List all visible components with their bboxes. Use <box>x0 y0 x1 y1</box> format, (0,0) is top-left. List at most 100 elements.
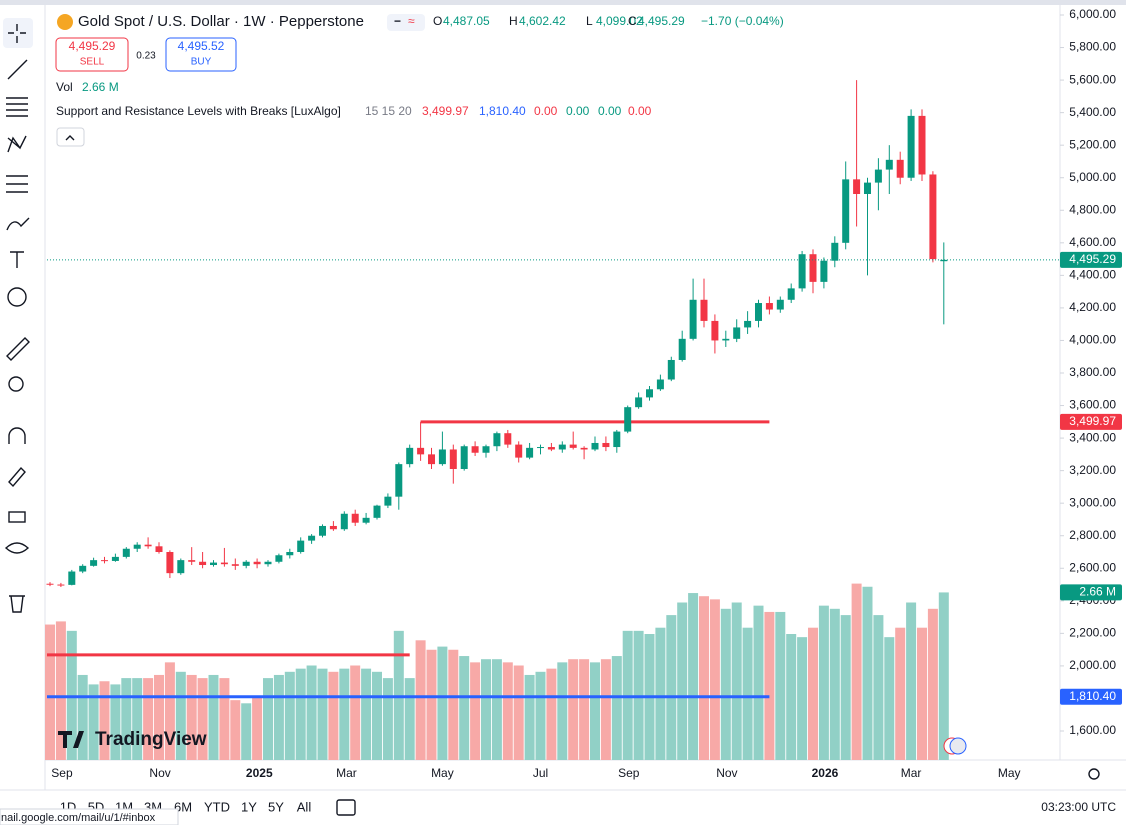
candle-body <box>57 584 65 586</box>
volume-bar <box>273 674 284 760</box>
x-tick-label: Nov <box>716 766 737 780</box>
candle-body <box>471 446 479 453</box>
emoji-icon[interactable] <box>7 287 27 307</box>
settings-icon[interactable] <box>1088 768 1100 780</box>
volume-bar <box>742 627 753 760</box>
y-tick-label: 2,800.00 <box>1069 528 1116 542</box>
candle-body <box>493 433 501 447</box>
y-tick-label: 4,200.00 <box>1069 300 1116 314</box>
symbol-title[interactable]: Gold Spot / U.S. Dollar · 1W · Peppersto… <box>78 13 364 30</box>
volume-bar <box>797 637 808 760</box>
indicator-name[interactable]: Support and Resistance Levels with Break… <box>56 104 341 118</box>
y-tick-label: 4,600.00 <box>1069 235 1116 249</box>
candle-body <box>297 540 305 552</box>
candle-body <box>188 560 196 562</box>
candle-body <box>853 179 861 194</box>
sell-label: SELL <box>80 57 105 68</box>
range-button[interactable]: 1Y <box>241 799 257 814</box>
candle-body <box>733 327 741 339</box>
candle-body <box>918 115 926 175</box>
buy-button[interactable] <box>165 37 237 72</box>
volume-bar <box>88 684 99 760</box>
candle-body <box>253 561 261 565</box>
indicator-value: 0.00 <box>598 104 622 118</box>
lock-icon[interactable] <box>8 511 26 523</box>
change: −1.70 (−0.04%) <box>701 14 784 28</box>
candle-body <box>286 552 294 556</box>
candle-body <box>765 303 773 310</box>
candle-body <box>558 444 566 450</box>
magnet-icon[interactable] <box>8 427 26 444</box>
candle-body <box>885 159 893 170</box>
top-edge <box>0 0 1126 5</box>
candle-body <box>744 320 752 328</box>
volume-bar <box>873 615 884 760</box>
plot-area: 6,000.00 5,800.00 5,600.00 5,400.00 5,200.00… <box>45 7 1122 780</box>
indicator-value: 0.00 <box>628 104 652 118</box>
volume-bar <box>132 678 143 760</box>
candle-body <box>602 442 610 448</box>
volume-bar <box>600 659 611 760</box>
date-range-icon[interactable] <box>336 799 356 816</box>
tv-logo-mark <box>58 731 84 748</box>
eye-icon[interactable] <box>4 542 30 554</box>
volume-bar <box>459 656 470 760</box>
trendline-icon[interactable] <box>7 59 28 80</box>
ruler-icon[interactable] <box>6 337 30 361</box>
y-tick-label: 2,200.00 <box>1069 626 1116 640</box>
candle-body <box>460 446 468 470</box>
event-marker-flag[interactable] <box>949 737 967 755</box>
y-tick-label: 5,200.00 <box>1069 137 1116 151</box>
indicator-params: 15 15 20 <box>365 104 412 118</box>
candle-body <box>155 546 163 552</box>
volume-bar <box>829 608 840 760</box>
volume-bar <box>230 700 241 760</box>
trash-icon[interactable] <box>9 595 25 613</box>
crosshair-button[interactable] <box>3 18 33 48</box>
volume-bar <box>219 678 230 760</box>
indicator-values: 3,499.97 1,810.40 0.00 0.00 0.00 0.00 <box>422 104 652 118</box>
candle-body <box>831 242 839 261</box>
text-icon[interactable] <box>10 251 24 268</box>
symbol-logo <box>57 14 73 30</box>
buy-price: 4,495.52 <box>178 39 225 53</box>
y-tick-label: 3,000.00 <box>1069 495 1116 509</box>
level-tag: 1,810.40 <box>1069 689 1116 703</box>
candle-body <box>351 513 359 523</box>
volume-bar <box>448 649 459 760</box>
candle-body <box>144 544 152 547</box>
range-button[interactable]: 5Y <box>268 799 284 814</box>
range-button[interactable]: All <box>297 799 312 814</box>
volume-bar <box>45 624 55 760</box>
range-button[interactable]: YTD <box>204 799 230 814</box>
volume-bar <box>611 656 622 760</box>
candle-body <box>275 555 283 562</box>
volume-bar <box>917 627 927 760</box>
status-badge[interactable] <box>387 14 425 31</box>
volume-bar <box>688 593 699 760</box>
last-price-tag: 4,495.29 <box>1069 252 1116 266</box>
brush-icon[interactable] <box>6 217 30 231</box>
fib-icon[interactable] <box>6 97 28 117</box>
volume-bar <box>906 602 917 760</box>
prediction-icon[interactable] <box>6 175 28 193</box>
zoom-icon[interactable] <box>8 376 24 392</box>
candle-body <box>526 447 534 458</box>
volume-bar <box>208 674 219 760</box>
volume-bar <box>731 602 742 760</box>
ohlc-value: 4,602.42 <box>519 14 566 28</box>
lock-draw-icon[interactable] <box>8 466 26 488</box>
volume-bar <box>851 583 862 760</box>
candle-body <box>711 320 719 341</box>
candle-body <box>101 560 108 562</box>
sell-button[interactable] <box>55 37 129 72</box>
pattern-icon[interactable] <box>7 135 27 153</box>
candle-body <box>776 299 784 310</box>
volume-bar <box>568 659 579 760</box>
candle-body <box>68 571 76 585</box>
badge-approx: ≈ <box>408 14 415 28</box>
y-tick-label: 2,000.00 <box>1069 658 1116 672</box>
volume-bar <box>862 586 873 760</box>
y-tick-label: 6,000.00 <box>1069 7 1116 21</box>
